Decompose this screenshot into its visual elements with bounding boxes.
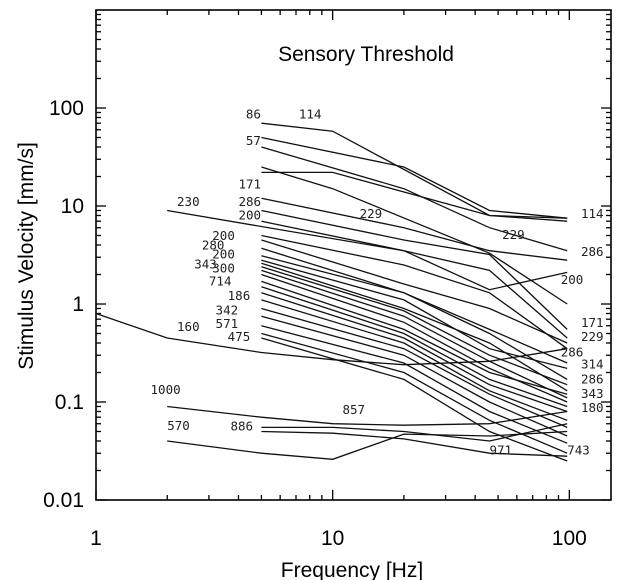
data-label: 171 xyxy=(581,315,604,330)
series-line-17 xyxy=(261,269,568,399)
data-label: 186 xyxy=(228,288,251,303)
series-line-21 xyxy=(261,292,568,413)
series-line-13 xyxy=(261,255,568,380)
y-tick-label: 100 xyxy=(49,97,84,120)
series-line-4 xyxy=(261,166,568,305)
series-line-9 xyxy=(167,209,568,291)
series-line-31 xyxy=(261,430,568,457)
x-axis-label: Frequency [Hz] xyxy=(281,559,423,580)
series-line-20 xyxy=(261,286,568,408)
data-label: 114 xyxy=(299,107,322,122)
y-tick-label: 1 xyxy=(72,293,84,316)
data-label: 286 xyxy=(581,371,604,386)
data-label: 971 xyxy=(490,443,513,458)
data-label: 743 xyxy=(567,443,590,458)
series-line-7 xyxy=(261,209,568,330)
data-label: 229 xyxy=(360,206,383,221)
data-label: 343 xyxy=(581,386,604,401)
series-line-23 xyxy=(261,307,568,428)
data-label: 300 xyxy=(212,260,235,275)
data-label: 571 xyxy=(216,316,239,331)
data-label: 475 xyxy=(228,329,251,344)
series-line-6 xyxy=(261,197,568,261)
series-line-8 xyxy=(261,220,568,339)
series-line-5 xyxy=(261,171,568,219)
series-line-24 xyxy=(261,315,568,437)
data-label: 1000 xyxy=(151,382,181,397)
series-line-2 xyxy=(261,136,568,219)
series-line-22 xyxy=(261,299,568,421)
plot-frame xyxy=(95,9,612,501)
data-label: 230 xyxy=(177,194,200,209)
data-label: 314 xyxy=(581,356,604,371)
data-label: 114 xyxy=(581,206,604,221)
series-line-11 xyxy=(261,239,568,344)
chart-title: Sensory Threshold xyxy=(278,43,454,66)
x-tick-label: 100 xyxy=(552,527,587,550)
data-label: 570 xyxy=(167,418,190,433)
data-label: 180 xyxy=(581,400,604,415)
series-line-3 xyxy=(261,146,568,252)
data-label: 160 xyxy=(177,319,200,334)
series-line-28 xyxy=(95,312,568,366)
data-label: 229 xyxy=(581,329,604,344)
series-line-14 xyxy=(261,259,568,370)
series-line-25 xyxy=(261,325,568,444)
data-label: 200 xyxy=(561,272,584,287)
data-label: 286 xyxy=(238,194,261,209)
series-line-1 xyxy=(261,122,568,222)
x-tick-label: 10 xyxy=(321,527,344,550)
y-axis-label: Stimulus Velocity [mm/s] xyxy=(15,142,38,370)
series-line-15 xyxy=(261,262,568,392)
data-label: 171 xyxy=(238,177,261,192)
data-label: 280 xyxy=(202,237,225,252)
series-line-29 xyxy=(167,405,568,426)
series-line-18 xyxy=(261,273,568,403)
data-label: 886 xyxy=(230,419,253,434)
data-label: 229 xyxy=(502,227,525,242)
data-label: 343 xyxy=(194,257,217,272)
series-line-26 xyxy=(261,332,568,454)
axis-ticks: 1 10 100 0.01 0.1 1 10 100 xyxy=(43,10,611,550)
y-tick-label: 0.01 xyxy=(43,489,84,512)
data-label: 342 xyxy=(216,303,239,318)
series-line-27 xyxy=(261,337,568,462)
series-lines xyxy=(95,122,568,462)
data-label: 200 xyxy=(212,247,235,262)
y-tick-label: 0.1 xyxy=(55,391,84,414)
data-label: 714 xyxy=(209,273,232,288)
series-line-12 xyxy=(261,247,568,364)
data-label: 200 xyxy=(212,228,235,243)
y-tick-label: 10 xyxy=(61,195,84,218)
series-line-32 xyxy=(261,423,568,442)
series-line-19 xyxy=(261,280,568,395)
data-label: 857 xyxy=(342,402,365,417)
data-label: 286 xyxy=(581,244,604,259)
data-label: 57 xyxy=(246,133,261,148)
x-tick-label: 1 xyxy=(90,527,102,550)
data-label: 86 xyxy=(246,107,261,122)
data-label: 286 xyxy=(561,345,584,360)
series-line-30 xyxy=(167,430,568,460)
series-line-10 xyxy=(261,234,568,350)
series-line-16 xyxy=(261,266,568,386)
data-label: 200 xyxy=(238,207,261,222)
